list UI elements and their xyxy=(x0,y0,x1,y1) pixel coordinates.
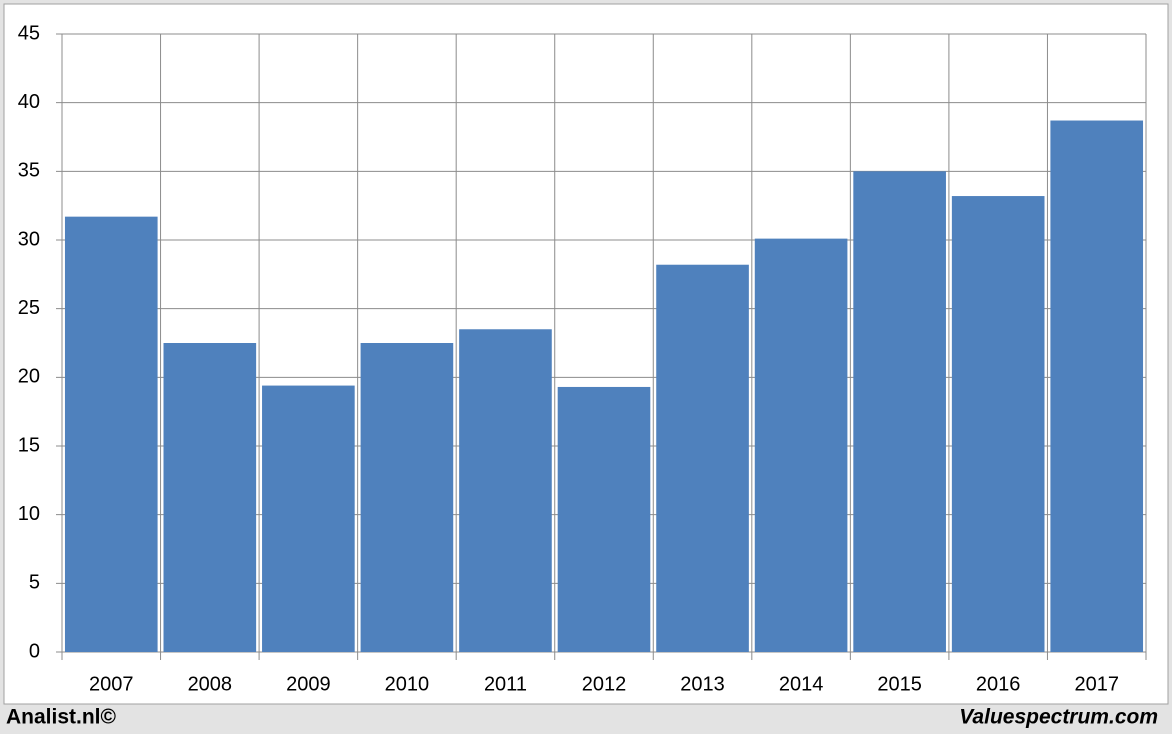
bar xyxy=(262,385,355,652)
bar xyxy=(360,343,454,652)
y-tick-label: 40 xyxy=(18,91,40,113)
x-tick-label: 2011 xyxy=(484,673,527,695)
x-tick-label: 2007 xyxy=(89,673,134,695)
y-tick-label: 5 xyxy=(29,572,40,594)
bar xyxy=(459,329,552,652)
footer-left: Analist.nl© xyxy=(6,706,117,729)
x-tick-label: 2016 xyxy=(976,673,1021,695)
y-tick-label: 10 xyxy=(18,503,40,525)
bar xyxy=(163,343,257,652)
x-tick-label: 2015 xyxy=(877,673,922,695)
y-tick-label: 30 xyxy=(18,228,40,250)
y-tick-label: 25 xyxy=(18,297,40,319)
x-tick-label: 2008 xyxy=(188,673,233,695)
bar xyxy=(754,238,848,653)
x-tick-label: 2013 xyxy=(680,673,725,695)
footer-right: Valuespectrum.com xyxy=(959,706,1158,729)
x-tick-label: 2010 xyxy=(385,673,430,695)
bar xyxy=(64,216,158,653)
y-tick-label: 45 xyxy=(18,22,40,44)
y-tick-label: 15 xyxy=(18,434,40,456)
x-tick-label: 2017 xyxy=(1074,673,1119,695)
x-tick-label: 2014 xyxy=(779,673,824,695)
x-tick-label: 2012 xyxy=(582,673,627,695)
bar xyxy=(1050,120,1144,652)
y-tick-label: 35 xyxy=(18,160,40,182)
bar xyxy=(656,264,749,652)
bar xyxy=(557,386,651,652)
bar xyxy=(853,171,946,653)
bar xyxy=(951,196,1045,652)
x-tick-label: 2009 xyxy=(286,673,331,695)
y-tick-label: 0 xyxy=(29,640,40,662)
y-tick-label: 20 xyxy=(18,366,40,388)
